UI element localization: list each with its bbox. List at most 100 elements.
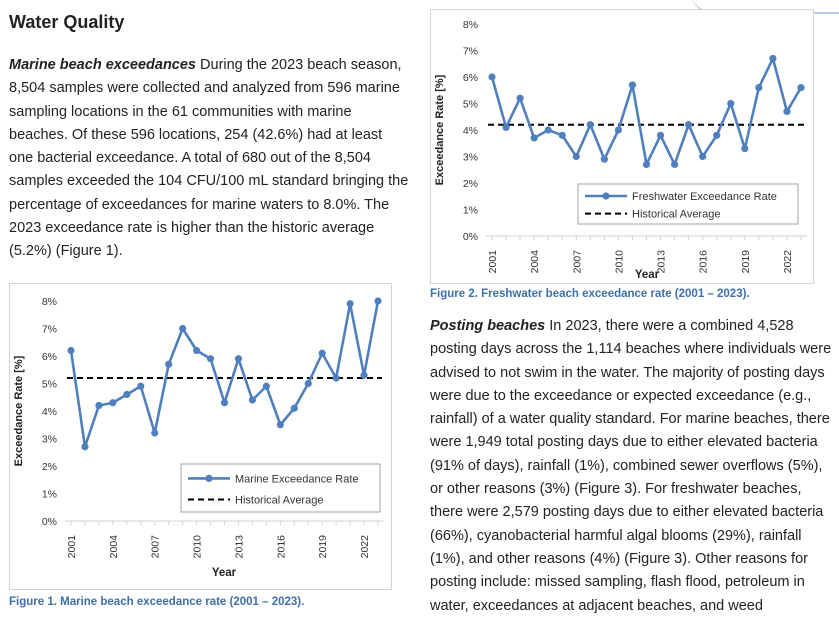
freshwater-chart-legend-series-label: Freshwater Exceedance Rate bbox=[632, 191, 777, 203]
marine-chart-data-point bbox=[262, 382, 270, 390]
freshwater-chart-data-point bbox=[516, 94, 524, 102]
figure2-chart-box: 0% 1% 2% 3% 4% 5% 6% 7% 8% 2001 2004 2007 2010 2013 20… bbox=[430, 9, 814, 284]
marine-chart-ytick-label: 7% bbox=[42, 324, 57, 336]
marine-chart-ytick-label: 4% bbox=[42, 406, 57, 418]
marine-chart-xtick-label: 2013 bbox=[233, 535, 245, 559]
marine-chart-data-point bbox=[95, 401, 103, 410]
figure1-caption: Figure 1. Marine beach exceedance rate (… bbox=[9, 596, 305, 608]
freshwater-chart-data-point bbox=[656, 131, 665, 139]
freshwater-chart-data-point bbox=[769, 54, 777, 63]
marine-chart-legend-series-marker bbox=[205, 474, 213, 482]
marine-chart-data-point bbox=[67, 346, 75, 355]
marine-chart-xtick-label: 2016 bbox=[275, 535, 287, 559]
marine-chart-data-point bbox=[179, 324, 187, 333]
freshwater-chart-data-point bbox=[530, 134, 538, 142]
marine-chart-data-point bbox=[234, 355, 243, 363]
marine-exceedance-chart: 0% 1% 2% 3% 4% 5% 6% 7% 8% 2001 2004 2007 2010 2013 20… bbox=[13, 296, 384, 579]
marine-chart-data-point bbox=[360, 371, 368, 379]
freshwater-chart-data-point bbox=[628, 81, 637, 89]
marine-chart-series-line bbox=[69, 300, 380, 449]
marine-chart-ytick-label: 3% bbox=[42, 434, 57, 446]
freshwater-chart-data-point bbox=[699, 152, 707, 161]
marine-chart-data-point bbox=[220, 399, 229, 407]
freshwater-chart-data-point bbox=[783, 107, 791, 116]
freshwater-chart-series-line bbox=[490, 57, 803, 166]
freshwater-chart-data-point bbox=[600, 155, 608, 163]
marine-chart-data-point bbox=[304, 379, 312, 388]
freshwater-chart-legend-average-label: Historical Average bbox=[632, 209, 720, 221]
marine-chart-data-point bbox=[276, 421, 284, 429]
posting-body: In 2023, there were a combined 4,528 pos… bbox=[430, 318, 832, 614]
freshwater-chart-ytick-label: 7% bbox=[463, 46, 478, 58]
freshwater-chart-xtick-label: 2016 bbox=[698, 250, 710, 274]
marine-chart-data-point bbox=[137, 382, 145, 390]
marine-chart-data-point bbox=[374, 297, 382, 305]
marine-chart-xtick-label: 2004 bbox=[108, 535, 120, 559]
freshwater-chart-data-point bbox=[544, 126, 552, 134]
marine-chart-xtick-label: 2001 bbox=[66, 535, 78, 559]
marine-body: During the 2023 beach season, 8,504 samp… bbox=[9, 57, 409, 260]
marine-chart-data-point bbox=[165, 360, 173, 368]
freshwater-chart-ytick-label: 6% bbox=[463, 72, 478, 84]
marine-chart-data-point bbox=[206, 355, 215, 363]
freshwater-chart-data-point bbox=[685, 121, 693, 129]
freshwater-chart-xtick-label: 2013 bbox=[656, 250, 668, 274]
marine-chart-ytick-label: 0% bbox=[42, 516, 57, 528]
freshwater-chart-xtick-label: 2001 bbox=[487, 250, 499, 274]
freshwater-chart-xtick-label: 2022 bbox=[782, 250, 794, 274]
freshwater-chart-x-axis-title: Year bbox=[635, 269, 660, 281]
freshwater-chart-data-point bbox=[741, 144, 749, 153]
freshwater-chart-data-point bbox=[727, 99, 735, 108]
marine-chart-data-point bbox=[290, 404, 298, 412]
marine-lead: Marine beach exceedances bbox=[9, 57, 196, 73]
marine-chart-ytick-label: 5% bbox=[42, 379, 57, 391]
freshwater-chart-data-point bbox=[586, 121, 594, 129]
freshwater-chart-y-axis-title: Exceedance Rate [%] bbox=[434, 74, 446, 185]
marine-chart-data-point bbox=[248, 396, 257, 404]
freshwater-chart-xtick-label: 2019 bbox=[740, 250, 752, 274]
freshwater-chart-ytick-label: 5% bbox=[463, 99, 478, 111]
marine-chart-xtick-label: 2019 bbox=[317, 535, 329, 559]
freshwater-chart-legend-series-marker bbox=[602, 192, 610, 200]
posting-lead: Posting beaches bbox=[430, 318, 546, 334]
freshwater-chart-ytick-label: 3% bbox=[463, 152, 478, 164]
marine-chart-xtick-label: 2010 bbox=[192, 535, 204, 559]
marine-chart-data-point bbox=[332, 374, 340, 382]
freshwater-chart-legend-box bbox=[577, 183, 799, 225]
freshwater-chart-ytick-label: 1% bbox=[463, 205, 478, 217]
freshwater-chart-data-point bbox=[488, 73, 496, 81]
marine-chart-legend-series-label: Marine Exceedance Rate bbox=[235, 473, 359, 485]
freshwater-chart-data-point bbox=[502, 123, 510, 131]
freshwater-chart-data-point bbox=[558, 131, 566, 139]
posting-beaches-paragraph: Posting beaches In 2023, there were a co… bbox=[430, 315, 835, 618]
freshwater-chart-data-point bbox=[642, 160, 651, 169]
marine-chart-data-point bbox=[318, 349, 326, 357]
section-title: Water Quality bbox=[9, 12, 125, 32]
marine-chart-ytick-label: 6% bbox=[42, 351, 57, 363]
freshwater-chart-data-point bbox=[797, 84, 805, 92]
freshwater-chart-data-point bbox=[614, 126, 623, 134]
freshwater-chart-ytick-label: 4% bbox=[463, 125, 478, 137]
freshwater-chart-data-point bbox=[670, 160, 679, 169]
marine-chart-xtick-label: 2022 bbox=[359, 535, 371, 559]
freshwater-chart-ytick-label: 2% bbox=[463, 178, 478, 190]
marine-chart-xtick-label: 2007 bbox=[150, 535, 162, 559]
marine-chart-ytick-label: 1% bbox=[42, 489, 57, 501]
freshwater-chart-ytick-label: 8% bbox=[463, 19, 478, 31]
marine-chart-y-axis-title: Exceedance Rate [%] bbox=[13, 355, 25, 466]
marine-chart-legend-box bbox=[180, 463, 381, 513]
figure1-chart-box: 0% 1% 2% 3% 4% 5% 6% 7% 8% 2001 2004 2007 2010 2013 20… bbox=[9, 283, 392, 590]
freshwater-chart-xtick-label: 2010 bbox=[613, 250, 625, 274]
freshwater-chart-ytick-label: 0% bbox=[463, 231, 478, 243]
freshwater-chart-xtick-label: 2004 bbox=[529, 250, 541, 274]
marine-exceedances-paragraph: Marine beach exceedances During the 2023… bbox=[9, 54, 409, 264]
freshwater-exceedance-chart: 0% 1% 2% 3% 4% 5% 6% 7% 8% 2001 2004 2007 2010 2013 20… bbox=[434, 19, 807, 281]
marine-chart-data-point bbox=[151, 429, 159, 437]
marine-chart-ytick-label: 8% bbox=[42, 296, 57, 308]
marine-chart-data-point bbox=[123, 390, 131, 399]
freshwater-chart-data-point bbox=[755, 84, 763, 92]
figure2-caption: Figure 2. Freshwater beach exceedance ra… bbox=[430, 288, 750, 300]
marine-chart-data-point bbox=[192, 346, 201, 355]
marine-chart-legend-average-label: Historical Average bbox=[235, 495, 323, 507]
marine-chart-x-axis-title: Year bbox=[212, 567, 237, 579]
